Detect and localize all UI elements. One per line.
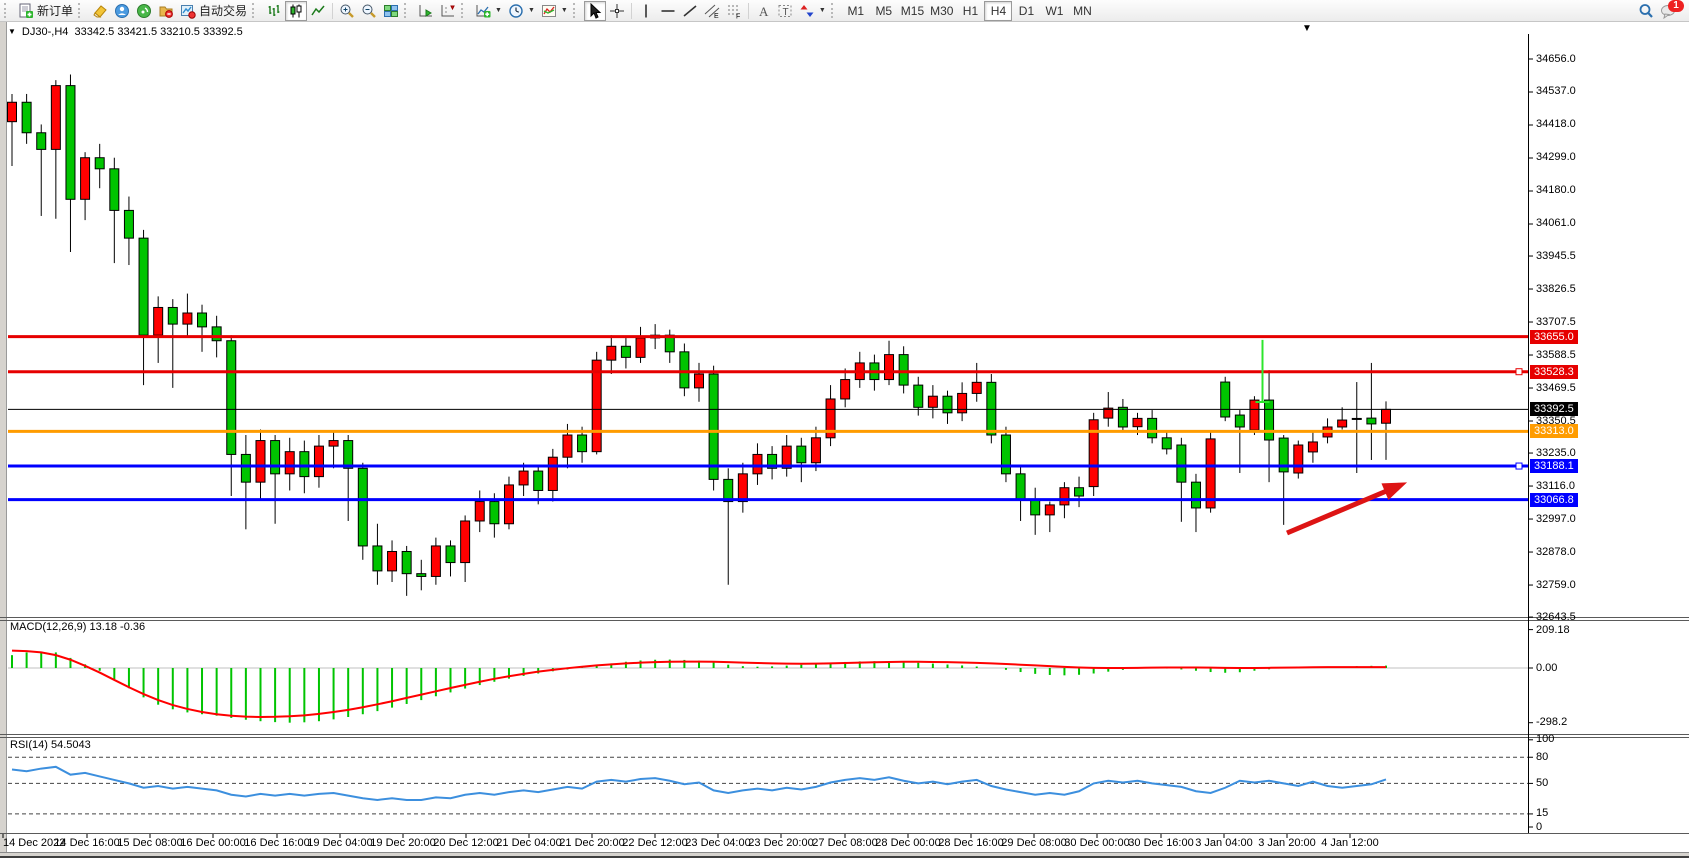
svg-text:E: E — [714, 13, 719, 19]
template-button[interactable]: ▼ — [538, 1, 571, 21]
autotrading-button[interactable]: 自动交易 — [177, 1, 250, 21]
autotrading-label: 自动交易 — [199, 4, 248, 18]
chevron-down-icon: ▼ — [495, 7, 502, 14]
line-chart-button[interactable] — [307, 1, 329, 21]
tile-windows-button[interactable] — [380, 1, 402, 21]
chevron-down-icon: ▼ — [560, 7, 568, 14]
trend-arrow-head — [1381, 482, 1408, 500]
text-label-icon: T — [778, 4, 792, 18]
timeframe-w1-button[interactable]: W1 — [1040, 1, 1068, 21]
timeframe-h4-button[interactable]: H4 — [984, 0, 1013, 21]
text-label-button[interactable]: T — [774, 1, 796, 21]
autotrading-icon — [181, 4, 196, 19]
timeframe-d1-button[interactable]: D1 — [1012, 1, 1040, 21]
timeframe-m1-button[interactable]: M1 — [842, 1, 870, 21]
main-toolbar: 新订单 自动交易 — [0, 0, 1689, 22]
chat-button[interactable]: 1 — [1657, 0, 1684, 21]
zoom-out-icon — [362, 4, 376, 18]
line-handle-marker — [1515, 462, 1523, 470]
svg-text:T: T — [782, 7, 788, 18]
toolbar-grip — [78, 3, 85, 18]
channel-button[interactable]: E — [701, 1, 723, 21]
trendline-icon — [683, 4, 697, 17]
toolbar-grip — [830, 3, 838, 18]
chat-unread-badge: 1 — [1668, 0, 1684, 12]
timeframe-m15-button[interactable]: M15 — [898, 1, 927, 21]
candlestick-button[interactable] — [285, 0, 308, 21]
new-order-label: 新订单 — [37, 4, 74, 18]
svg-text:A: A — [759, 4, 769, 19]
text-icon: A — [759, 4, 769, 19]
tile-windows-icon — [384, 4, 399, 17]
search-button[interactable] — [1635, 1, 1657, 21]
toolbar-grip — [4, 3, 11, 18]
chevron-down-icon: ▼ — [527, 7, 535, 14]
signals-button[interactable] — [133, 1, 155, 21]
toolbar-separator — [332, 2, 334, 19]
cursor-button[interactable] — [583, 0, 606, 21]
channel-icon: E — [704, 4, 720, 19]
vertical-line-button[interactable] — [635, 1, 657, 21]
toolbar-separator — [747, 2, 749, 19]
trend-arrow-shaft — [1286, 484, 1397, 536]
crosshair-button[interactable] — [606, 1, 628, 21]
chart-shift-button[interactable] — [437, 1, 459, 21]
market-icon — [159, 6, 173, 18]
text-button[interactable]: A — [752, 1, 774, 21]
toolbar-grip — [572, 3, 580, 18]
new-order-button[interactable]: 新订单 — [15, 1, 76, 21]
timeframe-h1-button[interactable]: H1 — [956, 1, 984, 21]
fibonacci-button[interactable]: F — [723, 1, 745, 21]
toolbar-grip — [461, 3, 468, 18]
signals-icon — [137, 3, 152, 18]
window-bottom-edge — [0, 852, 1689, 858]
search-icon — [1639, 3, 1653, 18]
toolbar-grip — [404, 3, 411, 18]
line-handle-marker — [1515, 368, 1523, 376]
horizontal-line-button[interactable] — [657, 1, 679, 21]
vertical-line-icon — [645, 4, 647, 17]
chevron-down-icon: ▼ — [818, 7, 826, 14]
fibonacci-icon: F — [727, 5, 740, 19]
auto-scroll-button[interactable] — [415, 1, 437, 21]
candlestick-series — [7, 74, 1391, 596]
arrows-button[interactable]: ▼ — [796, 1, 829, 21]
template-icon — [541, 4, 556, 17]
community-button[interactable] — [111, 1, 133, 21]
timeframe-group: M1 M5 M15 M30 H1 H4 D1 W1 MN — [842, 0, 1097, 21]
rsi-line — [11, 765, 1387, 801]
indicators-icon — [476, 4, 491, 17]
community-icon — [115, 3, 130, 18]
auto-scroll-icon — [419, 4, 433, 17]
zoom-in-button[interactable] — [336, 1, 358, 21]
eraser-button[interactable] — [89, 1, 111, 21]
chart-shift-icon — [441, 4, 455, 16]
candlestick-icon — [290, 4, 302, 17]
eraser-icon — [93, 4, 107, 18]
periods-icon — [509, 3, 523, 18]
window-left-edge — [0, 22, 7, 852]
bar-chart-button[interactable] — [263, 1, 285, 21]
macd-signal-line — [11, 649, 1386, 718]
periods-button[interactable]: ▼ — [505, 1, 538, 21]
timeframe-m30-button[interactable]: M30 — [927, 1, 956, 21]
new-order-icon — [19, 3, 33, 18]
svg-text:F: F — [736, 13, 740, 19]
cursor-icon — [590, 2, 602, 19]
zoom-in-icon — [340, 4, 354, 18]
line-chart-icon — [311, 5, 325, 15]
zoom-out-button[interactable] — [358, 1, 380, 21]
timeframe-mn-button[interactable]: MN — [1068, 1, 1096, 21]
arrows-icon — [800, 4, 814, 17]
indicators-button[interactable]: ▼ — [472, 1, 505, 21]
toolbar-grip — [252, 3, 259, 18]
trendline-button[interactable] — [679, 1, 701, 21]
crosshair-icon — [609, 3, 624, 18]
bar-chart-icon — [268, 4, 280, 16]
market-button[interactable] — [155, 1, 177, 21]
timeframe-m5-button[interactable]: M5 — [870, 1, 898, 21]
toolbar-separator — [630, 2, 632, 19]
horizontal-line-icon — [661, 9, 675, 12]
